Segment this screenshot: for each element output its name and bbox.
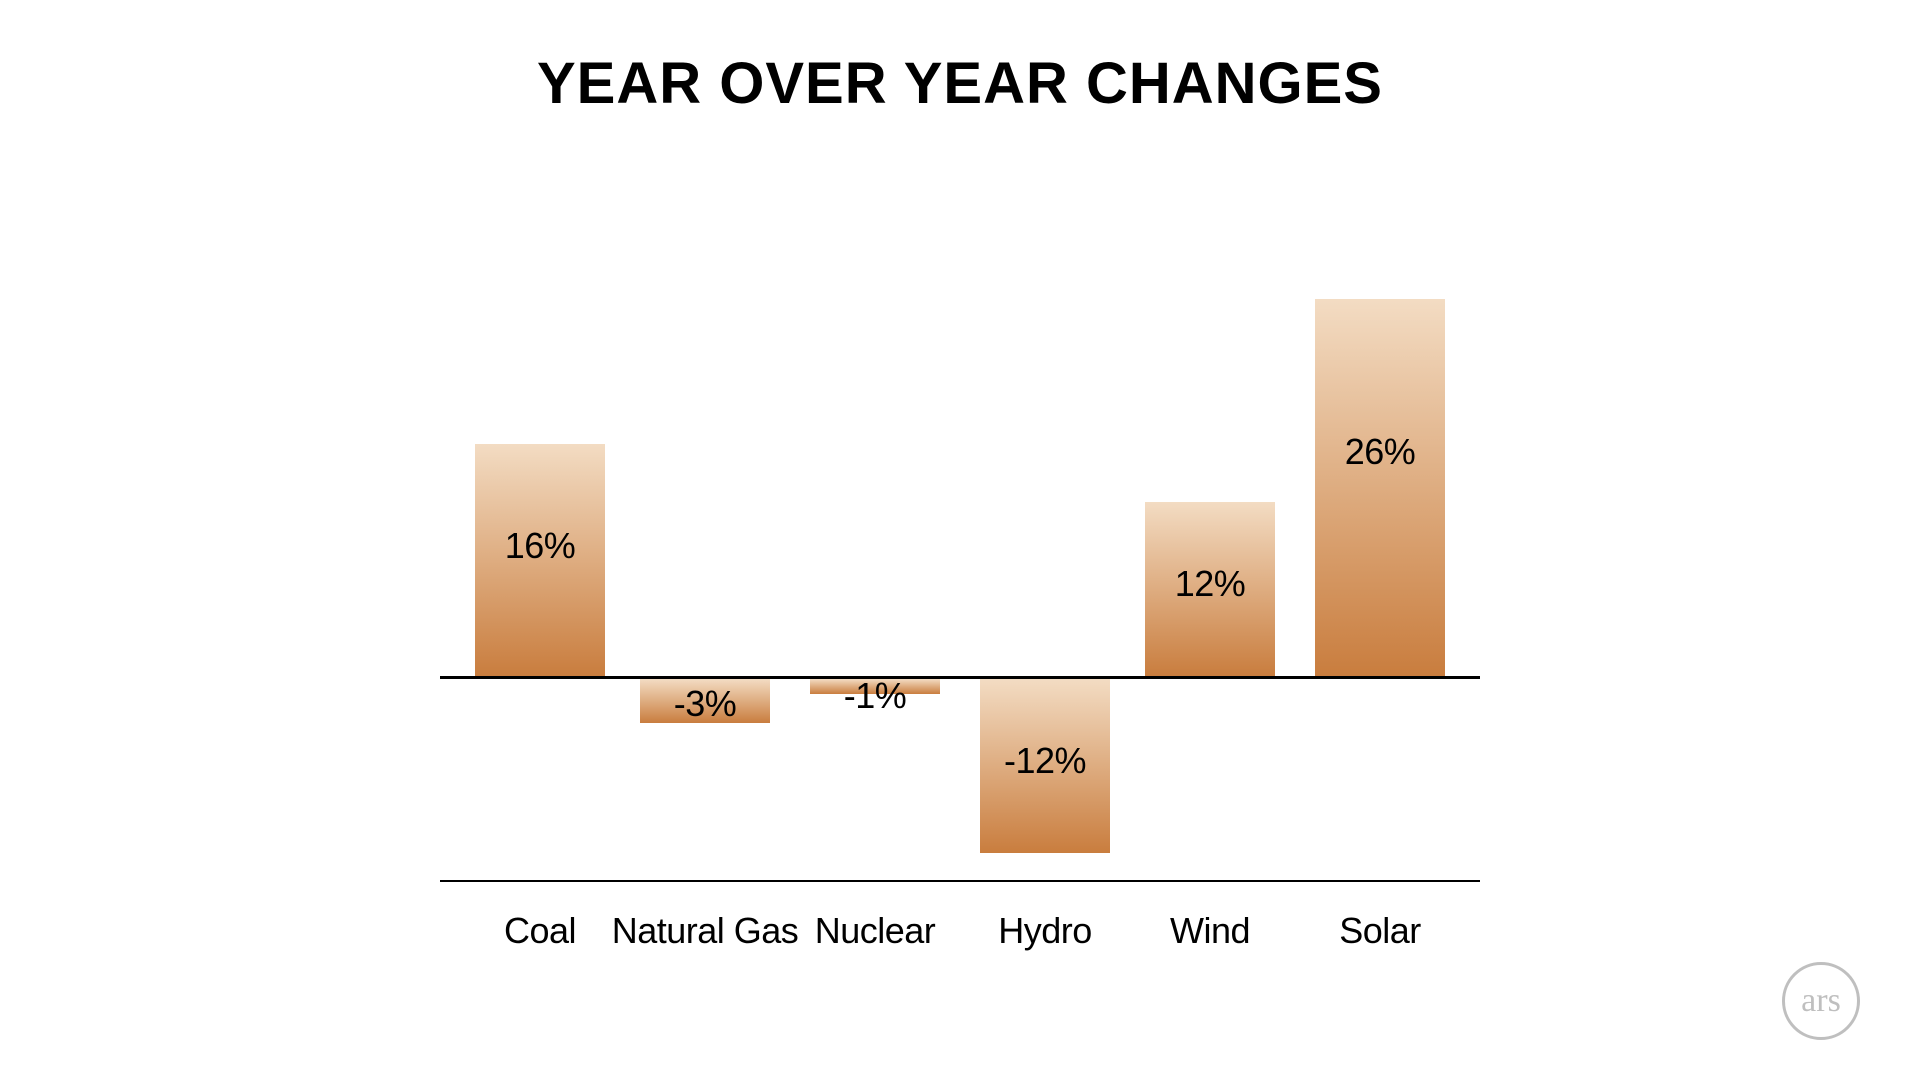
- category-label: Solar: [1270, 910, 1490, 952]
- bar-value-label: -1%: [810, 675, 940, 717]
- bar-value-label: 16%: [475, 525, 605, 567]
- bar: -1%: [810, 679, 940, 694]
- bar: 12%: [1145, 502, 1275, 676]
- bar-value-label: 26%: [1315, 431, 1445, 473]
- ars-logo-text: ars: [1801, 982, 1841, 1020]
- chart-canvas: { "title": { "text": "YEAR OVER YEAR CHA…: [0, 0, 1920, 1080]
- bar: -12%: [980, 679, 1110, 853]
- bar-value-label: -12%: [980, 740, 1110, 782]
- plot-area: 16%Coal-3%Natural Gas-1%Nuclear-12%Hydro…: [440, 200, 1480, 940]
- ars-logo: ars: [1782, 962, 1860, 1040]
- bar-value-label: 12%: [1145, 563, 1275, 605]
- bottom-axis-line: [440, 880, 1480, 882]
- bar: 16%: [475, 444, 605, 676]
- chart-title: YEAR OVER YEAR CHANGES: [0, 50, 1920, 117]
- bar: 26%: [1315, 299, 1445, 676]
- bar: -3%: [640, 679, 770, 723]
- bar-value-label: -3%: [640, 683, 770, 725]
- zero-axis-line: [440, 676, 1480, 679]
